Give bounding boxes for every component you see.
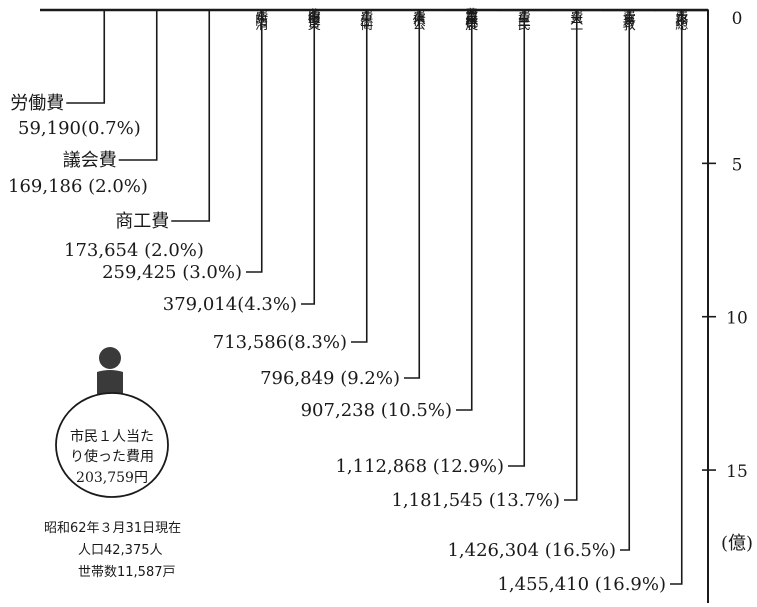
y-tick-label: 10 (726, 309, 748, 329)
leader-line (620, 10, 629, 550)
value-label: 379,014(4.3%) (163, 294, 297, 315)
y-tick-label: 0 (732, 9, 743, 29)
leader-line (508, 10, 524, 466)
person-head-icon (99, 347, 121, 369)
leader-line (246, 10, 262, 272)
value-label: 173,654 (2.0%) (64, 240, 204, 261)
leader-line (670, 10, 682, 584)
value-label: 1,181,545 (13.7%) (391, 490, 560, 511)
leader-line (456, 10, 472, 410)
leader-line (404, 10, 419, 378)
leader-line (301, 10, 314, 304)
value-label: 169,186 (2.0%) (8, 176, 148, 197)
footnote-date: 昭和62年３月31日現在 (44, 518, 181, 540)
category-name-label: 労働費 (10, 93, 64, 114)
footnote-households: 世帯数11,587戸 (44, 562, 181, 584)
value-label: 1,455,410 (16.9%) (497, 574, 666, 595)
per-capita-amount: 203,759円 (76, 470, 148, 486)
value-label: 713,586(8.3%) (213, 332, 347, 353)
value-label: 796,849 (9.2%) (260, 368, 400, 389)
leader-line (66, 10, 104, 103)
leader-line (171, 10, 209, 221)
value-label: 1,112,868 (12.9%) (335, 456, 504, 477)
value-label: 59,190(0.7%) (18, 118, 141, 139)
category-name-label: 商工費 (115, 211, 169, 232)
y-axis-unit: (億) (721, 533, 753, 554)
leader-line (564, 10, 577, 500)
per-capita-line2: り使った費用 (70, 448, 154, 465)
category-name-label: 議会費 (63, 150, 117, 171)
value-label: 259,425 (3.0%) (102, 262, 242, 283)
value-label: 907,238 (10.5%) (301, 400, 452, 421)
value-label: 1,426,304 (16.5%) (447, 540, 616, 561)
footnote: 昭和62年３月31日現在 人口42,375人 世帯数11,587戸 (44, 518, 181, 584)
leader-line (351, 10, 367, 342)
y-tick-label: 15 (726, 462, 748, 482)
per-capita-line1: 市民１人当た (70, 428, 154, 445)
footnote-population: 人口42,375人 (44, 540, 181, 562)
y-tick-label: 5 (732, 155, 743, 175)
